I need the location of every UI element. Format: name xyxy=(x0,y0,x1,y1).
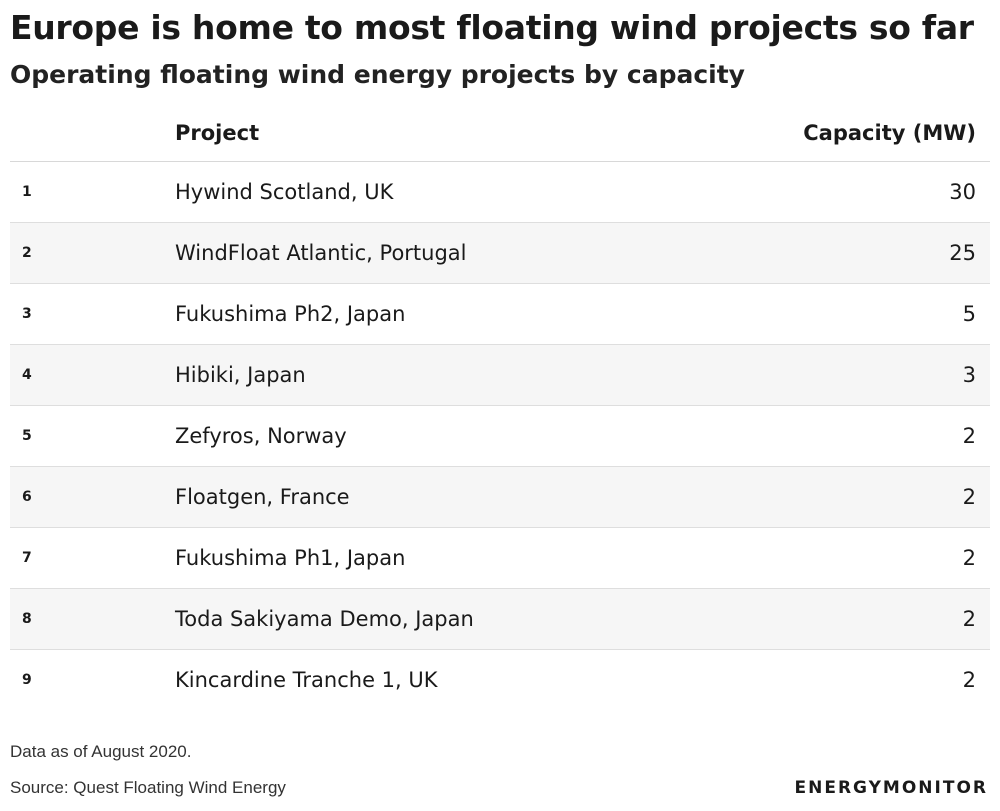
table-row: 1 Hywind Scotland, UK 30 xyxy=(10,161,990,223)
project-cell: Toda Sakiyama Demo, Japan xyxy=(175,588,710,650)
rank-cell: 7 xyxy=(10,527,175,589)
capacity-cell: 2 xyxy=(710,527,990,589)
rank-cell: 4 xyxy=(10,344,175,406)
rank-cell: 6 xyxy=(10,466,175,528)
table-header-row: Project Capacity (MW) xyxy=(10,104,990,162)
table-body: 1 Hywind Scotland, UK 30 2 WindFloat Atlanti… xyxy=(10,161,990,710)
chart-subtitle: Operating floating wind energy projects … xyxy=(10,60,745,89)
project-cell: Fukushima Ph1, Japan xyxy=(175,527,710,589)
table-row: 2 WindFloat Atlantic, Portugal 25 xyxy=(10,222,990,284)
project-cell: Floatgen, France xyxy=(175,466,710,528)
capacity-cell: 3 xyxy=(710,344,990,406)
rank-cell: 1 xyxy=(10,161,175,223)
capacity-cell: 5 xyxy=(710,283,990,345)
project-cell: Hywind Scotland, UK xyxy=(175,161,710,223)
project-cell: Hibiki, Japan xyxy=(175,344,710,406)
column-header-project: Project xyxy=(175,104,710,162)
rank-cell: 5 xyxy=(10,405,175,467)
projects-table: Project Capacity (MW) 1 Hywind Scotland, … xyxy=(10,104,990,710)
project-cell: Kincardine Tranche 1, UK xyxy=(175,649,710,710)
rank-cell: 2 xyxy=(10,222,175,284)
project-cell: WindFloat Atlantic, Portugal xyxy=(175,222,710,284)
table-row: 4 Hibiki, Japan 3 xyxy=(10,344,990,406)
column-header-capacity: Capacity (MW) xyxy=(710,104,990,162)
capacity-cell: 2 xyxy=(710,588,990,650)
rank-cell: 3 xyxy=(10,283,175,345)
project-cell: Fukushima Ph2, Japan xyxy=(175,283,710,345)
capacity-cell: 25 xyxy=(710,222,990,284)
source-note: Source: Quest Floating Wind Energy xyxy=(10,778,286,797)
capacity-cell: 2 xyxy=(710,405,990,467)
chart-title: Europe is home to most floating wind pro… xyxy=(10,8,974,47)
table-row: 9 Kincardine Tranche 1, UK 2 xyxy=(10,649,990,710)
data-date-note: Data as of August 2020. xyxy=(10,742,192,761)
table-row: 6 Floatgen, France 2 xyxy=(10,466,990,528)
capacity-cell: 2 xyxy=(710,466,990,528)
rank-cell: 8 xyxy=(10,588,175,650)
table-row: 7 Fukushima Ph1, Japan 2 xyxy=(10,527,990,589)
energy-monitor-logo: ENERGYMONITOR xyxy=(794,778,988,798)
capacity-cell: 30 xyxy=(710,161,990,223)
project-cell: Zefyros, Norway xyxy=(175,405,710,467)
capacity-cell: 2 xyxy=(710,649,990,710)
rank-cell: 9 xyxy=(10,649,175,710)
table-row: 3 Fukushima Ph2, Japan 5 xyxy=(10,283,990,345)
table-row: 5 Zefyros, Norway 2 xyxy=(10,405,990,467)
column-header-rank xyxy=(10,104,175,162)
table-row: 8 Toda Sakiyama Demo, Japan 2 xyxy=(10,588,990,650)
